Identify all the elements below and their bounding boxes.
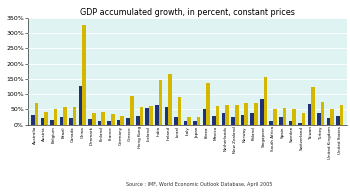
Bar [164,107,168,125]
Bar [298,123,302,125]
Bar [136,116,140,125]
Bar [212,116,216,125]
Bar [149,106,153,125]
Bar [111,114,114,125]
Bar [159,80,162,125]
Bar [308,104,311,125]
Bar [126,118,130,125]
Bar [273,109,277,125]
Bar [79,87,82,125]
Bar [102,112,105,125]
Bar [88,119,92,125]
Bar [69,118,73,125]
Bar [203,109,206,125]
Bar [250,113,254,125]
Bar [146,108,149,125]
Bar [321,102,324,125]
Bar [60,117,63,125]
Bar [174,117,178,125]
Bar [120,116,124,125]
Bar [235,105,239,125]
Bar [35,103,38,125]
Bar [63,107,67,125]
Bar [244,103,248,125]
Bar [82,25,86,125]
Bar [44,112,48,125]
Bar [50,120,54,125]
Bar [264,77,267,125]
Bar [317,113,321,125]
Bar [330,109,334,125]
Bar [216,106,219,125]
Bar [184,121,187,125]
Bar [117,120,120,125]
Bar [311,87,315,125]
Bar [327,118,330,125]
Bar [231,117,235,125]
Bar [270,121,273,125]
Bar [178,97,181,125]
Bar [302,113,305,125]
Bar [336,116,340,125]
Bar [340,105,343,125]
Bar [225,105,229,125]
Bar [254,103,258,125]
Bar [31,115,35,125]
Bar [260,99,264,125]
Bar [92,113,96,125]
Bar [168,74,172,125]
Bar [288,121,292,125]
Bar [107,121,111,125]
Bar [193,121,197,125]
Bar [155,105,159,125]
Bar [54,109,57,125]
Bar [130,96,134,125]
Bar [197,117,201,125]
Bar [292,109,296,125]
Bar [282,108,286,125]
Title: GDP accumulated growth, in percent, constant prices: GDP accumulated growth, in percent, cons… [80,8,295,17]
Bar [279,117,282,125]
Bar [41,118,44,125]
Bar [98,121,101,125]
Bar [187,117,191,125]
Bar [140,107,143,125]
Bar [73,107,76,125]
Bar [206,83,210,125]
Text: Source : IMF, World Economic Outlook Database, April 2005: Source : IMF, World Economic Outlook Dat… [126,182,272,187]
Bar [222,113,225,125]
Bar [241,115,244,125]
